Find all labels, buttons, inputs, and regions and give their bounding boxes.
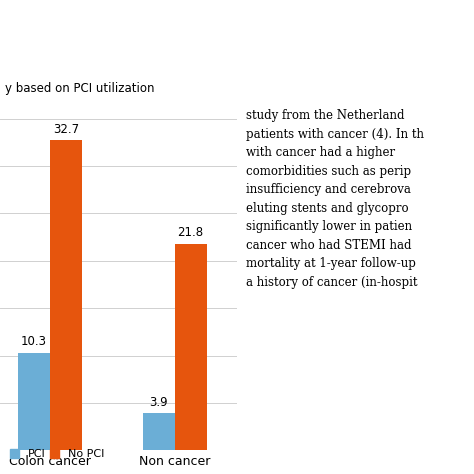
Text: 10.3: 10.3: [21, 335, 47, 348]
Bar: [143, 413, 174, 450]
Text: 3.9: 3.9: [149, 396, 168, 409]
Bar: [174, 244, 207, 450]
Legend: PCI, No PCI: PCI, No PCI: [6, 445, 109, 464]
Bar: [18, 353, 50, 450]
Bar: [50, 140, 82, 450]
Text: y based on PCI utilization: y based on PCI utilization: [5, 82, 154, 95]
Text: 21.8: 21.8: [178, 226, 204, 239]
Text: study from the Netherland
patients with cancer (4). In th
with cancer had a high: study from the Netherland patients with …: [246, 109, 425, 289]
Text: 32.7: 32.7: [53, 123, 79, 136]
